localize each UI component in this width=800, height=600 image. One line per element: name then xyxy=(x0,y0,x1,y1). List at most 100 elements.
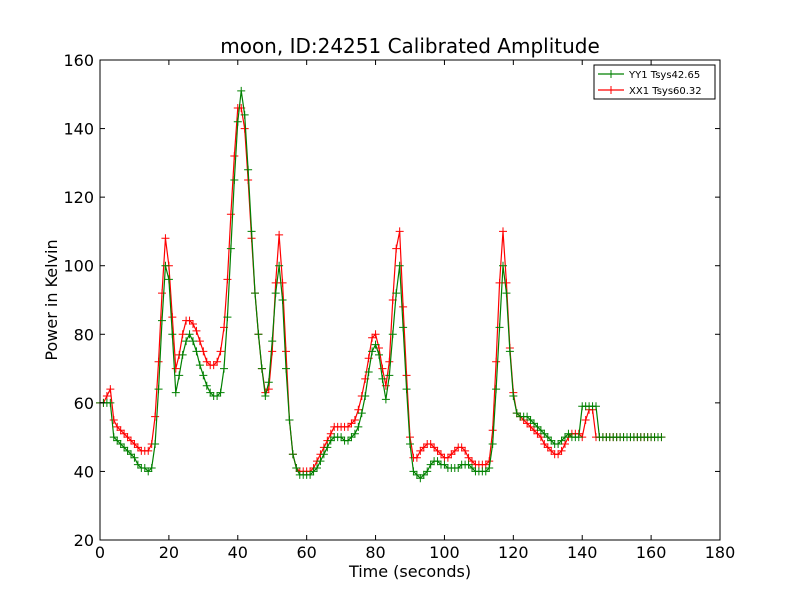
data-point xyxy=(264,385,273,394)
data-point xyxy=(495,323,504,332)
data-point xyxy=(278,296,287,304)
data-point xyxy=(202,381,211,390)
data-point xyxy=(416,446,425,455)
data-point xyxy=(120,429,129,438)
data-point xyxy=(109,416,118,424)
data-point xyxy=(557,436,566,445)
data-point xyxy=(461,446,470,455)
y-axis-ticks: 20 40 60 80 100 120 140 160 xyxy=(63,51,720,550)
data-point xyxy=(337,433,346,442)
chart-title: moon, ID:24251 Calibrated Amplitude xyxy=(220,34,600,58)
data-point xyxy=(481,467,490,476)
data-point xyxy=(326,429,335,438)
data-point xyxy=(485,464,494,472)
data-point xyxy=(385,357,394,366)
legend-box xyxy=(593,64,716,100)
data-point xyxy=(399,323,408,332)
data-point xyxy=(344,436,352,445)
legend-label: YY1 Tsys42.65 xyxy=(628,70,700,81)
data-point xyxy=(202,357,211,366)
data-point xyxy=(592,402,600,411)
data-point xyxy=(368,333,377,342)
plot-frame xyxy=(99,59,721,541)
data-point xyxy=(313,464,321,472)
data-point xyxy=(554,450,563,459)
data-point xyxy=(130,440,139,448)
data-point xyxy=(106,398,115,407)
data-point xyxy=(392,244,401,253)
data-point xyxy=(375,350,383,359)
data-point xyxy=(113,422,122,431)
data-point xyxy=(123,433,132,442)
data-point xyxy=(574,433,583,442)
data-point xyxy=(499,227,507,236)
y-tick-label: 100 xyxy=(63,257,94,276)
data-point xyxy=(182,337,191,346)
data-point xyxy=(240,124,249,133)
data-point xyxy=(488,426,497,435)
data-point xyxy=(530,419,538,428)
data-point xyxy=(402,385,411,394)
data-point xyxy=(657,433,666,442)
x-tick-label: 20 xyxy=(159,543,179,562)
data-point xyxy=(378,364,387,373)
data-point xyxy=(564,429,573,438)
data-point xyxy=(237,86,246,95)
data-point xyxy=(412,470,421,479)
y-tick-label: 20 xyxy=(74,531,94,550)
data-point xyxy=(395,227,404,236)
data-point xyxy=(147,464,156,472)
x-tick-label: 140 xyxy=(567,543,598,562)
data-point xyxy=(457,443,466,452)
data-point xyxy=(261,392,270,400)
data-point xyxy=(433,446,442,455)
data-point xyxy=(492,385,501,394)
data-point xyxy=(102,392,111,400)
data-point xyxy=(378,374,387,383)
data-point xyxy=(354,422,363,431)
data-point xyxy=(533,429,542,438)
data-point xyxy=(230,176,239,184)
data-point xyxy=(257,364,266,373)
data-point xyxy=(282,364,290,373)
data-point xyxy=(127,436,135,445)
data-point xyxy=(306,470,315,479)
data-point xyxy=(268,347,277,356)
data-point xyxy=(168,313,177,322)
data-point xyxy=(454,464,463,472)
data-point xyxy=(512,409,521,418)
data-point xyxy=(292,464,301,472)
y-tick-label: 60 xyxy=(74,394,94,413)
data-point xyxy=(530,426,538,435)
data-point xyxy=(468,457,476,466)
data-point xyxy=(357,409,366,418)
data-point xyxy=(419,470,428,479)
data-point xyxy=(130,453,139,462)
data-point xyxy=(371,340,380,349)
data-point xyxy=(213,392,222,400)
data-point xyxy=(123,446,132,455)
data-point xyxy=(116,440,125,448)
data-point xyxy=(220,364,228,373)
data-point xyxy=(412,453,421,462)
legend-item: XX1 Tsys60.32 xyxy=(598,86,702,97)
data-point xyxy=(536,426,545,435)
data-point xyxy=(437,450,445,459)
legend-item: YY1 Tsys42.65 xyxy=(598,70,700,81)
data-point xyxy=(526,422,535,431)
data-point xyxy=(164,275,173,284)
data-point xyxy=(223,275,232,284)
data-point xyxy=(154,385,163,394)
legend-label: XX1 Tsys60.32 xyxy=(629,86,702,97)
legend-marker xyxy=(607,86,615,94)
data-point xyxy=(533,422,542,431)
data-point xyxy=(133,460,142,469)
x-tick-label: 120 xyxy=(498,543,529,562)
data-point xyxy=(226,244,235,253)
data-point xyxy=(423,467,432,476)
data-point xyxy=(364,368,373,376)
data-point xyxy=(361,392,370,400)
series-line xyxy=(100,107,662,473)
data-point xyxy=(254,330,263,339)
